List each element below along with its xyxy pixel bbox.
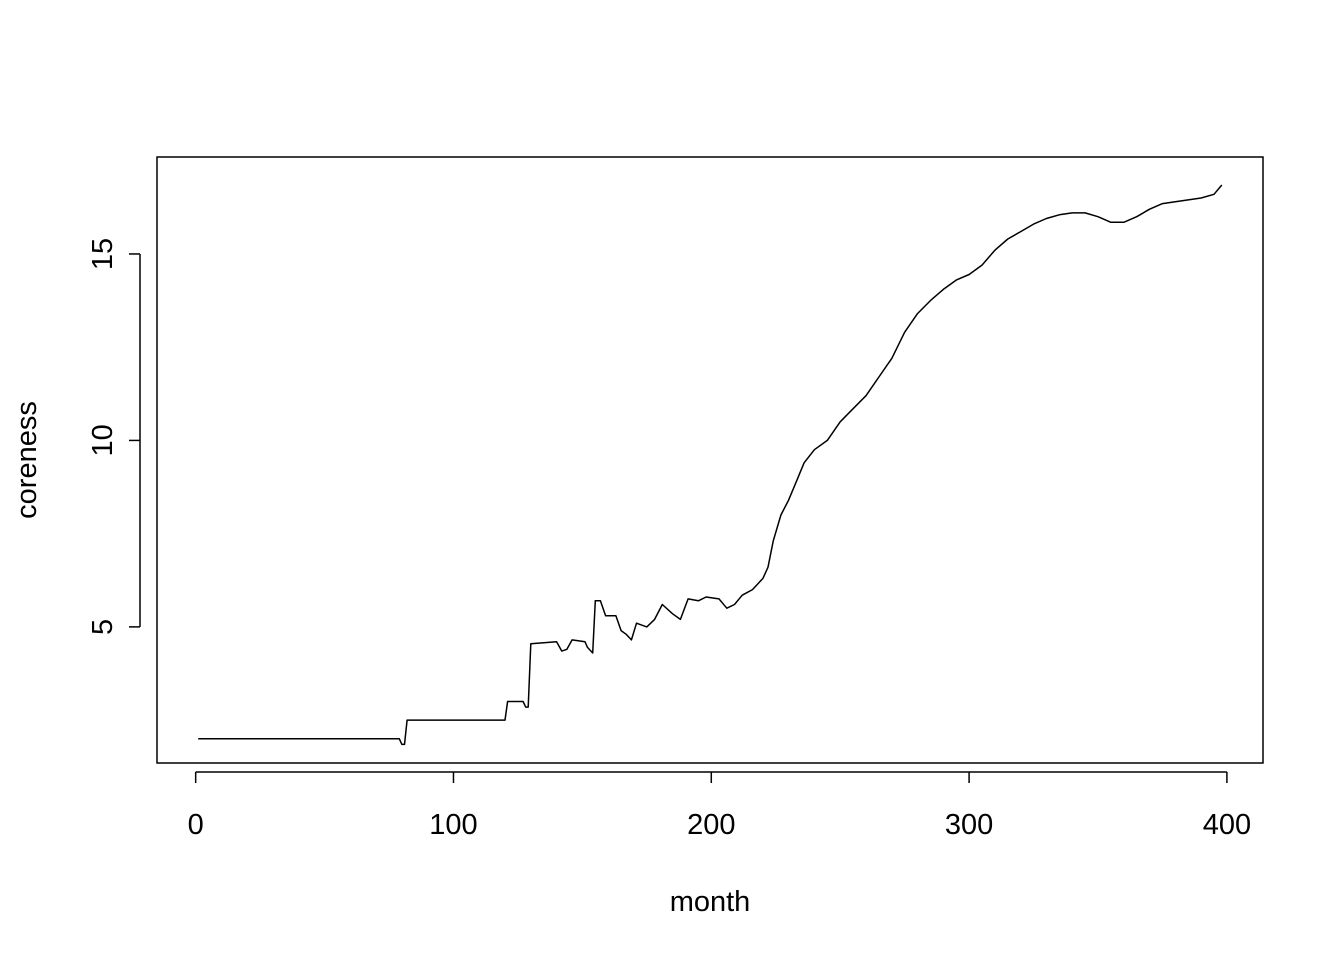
data-point	[767, 566, 769, 568]
data-point	[752, 589, 754, 591]
data-point	[1046, 218, 1048, 220]
data-point	[726, 607, 728, 609]
data-point	[741, 594, 743, 596]
data-point	[930, 300, 932, 302]
data-point	[1187, 199, 1189, 201]
data-point	[814, 449, 816, 451]
data-point	[839, 421, 841, 423]
data-point	[878, 376, 880, 378]
data-point	[197, 738, 199, 740]
x-tick-label: 200	[687, 809, 735, 841]
data-point	[620, 630, 622, 632]
data-point	[672, 613, 674, 615]
data-point	[636, 622, 638, 624]
data-point	[1136, 216, 1138, 218]
data-point	[625, 634, 627, 636]
data-point	[631, 639, 633, 641]
data-point	[401, 744, 403, 746]
plot-frame	[156, 156, 1264, 764]
data-point	[592, 652, 594, 654]
x-tick-label: 100	[429, 809, 477, 841]
data-point	[1175, 201, 1177, 203]
data-point	[584, 641, 586, 643]
data-point	[406, 719, 408, 721]
data-point	[687, 598, 689, 600]
data-point	[1059, 214, 1061, 216]
data-point	[404, 744, 406, 746]
data-point	[734, 604, 736, 606]
data-point	[968, 274, 970, 276]
y-tick-label: 5	[87, 619, 119, 635]
data-point	[566, 649, 568, 651]
data-point	[943, 289, 945, 291]
coreness-series-line	[198, 184, 1223, 746]
x-tick-label: 0	[188, 809, 204, 841]
y-axis-title: coreness	[11, 401, 43, 519]
data-point	[646, 626, 648, 628]
data-point	[852, 408, 854, 410]
y-axis: 5 10 15	[87, 238, 141, 635]
data-point	[504, 719, 506, 721]
data-point	[605, 615, 607, 617]
data-point	[1200, 197, 1202, 199]
data-point	[1007, 238, 1009, 240]
data-point	[904, 332, 906, 334]
data-point	[654, 619, 656, 621]
x-axis-title: month	[670, 886, 751, 918]
data-point	[1162, 203, 1164, 205]
data-point	[1033, 223, 1035, 225]
data-point	[662, 604, 664, 606]
data-point	[525, 706, 527, 708]
data-point	[680, 619, 682, 621]
data-point	[1020, 231, 1022, 233]
data-point	[917, 313, 919, 315]
data-point	[788, 499, 790, 501]
data-point	[600, 600, 602, 602]
data-point	[780, 514, 782, 516]
data-point	[1221, 184, 1223, 186]
x-tick-label: 300	[945, 809, 993, 841]
data-point	[1110, 222, 1112, 224]
data-point	[762, 578, 764, 580]
y-tick-label: 10	[87, 424, 119, 456]
data-point	[698, 600, 700, 602]
data-point	[981, 264, 983, 266]
data-point	[522, 701, 524, 703]
data-point	[587, 647, 589, 649]
data-point	[827, 440, 829, 442]
data-point	[1213, 194, 1215, 196]
data-point	[530, 643, 532, 645]
x-tick-label: 400	[1203, 809, 1251, 841]
data-point	[803, 462, 805, 464]
data-point	[507, 701, 509, 703]
data-point	[955, 279, 957, 281]
y-tick-label: 15	[87, 238, 119, 270]
data-point	[891, 358, 893, 360]
data-point	[994, 249, 996, 251]
data-point	[1149, 208, 1151, 210]
data-point	[796, 481, 798, 483]
data-point	[399, 738, 401, 740]
data-point	[705, 596, 707, 598]
x-axis: 0 100 200 300 400	[188, 771, 1251, 841]
data-point	[571, 639, 573, 641]
data-point	[718, 598, 720, 600]
data-point	[556, 641, 558, 643]
data-point	[615, 615, 617, 617]
data-point	[1097, 216, 1099, 218]
data-point	[595, 600, 597, 602]
data-point	[1084, 212, 1086, 214]
data-point	[772, 540, 774, 542]
data-point	[561, 650, 563, 652]
data-point	[1071, 212, 1073, 214]
data-point	[527, 706, 529, 708]
data-point	[865, 395, 867, 397]
data-point	[1123, 222, 1125, 224]
